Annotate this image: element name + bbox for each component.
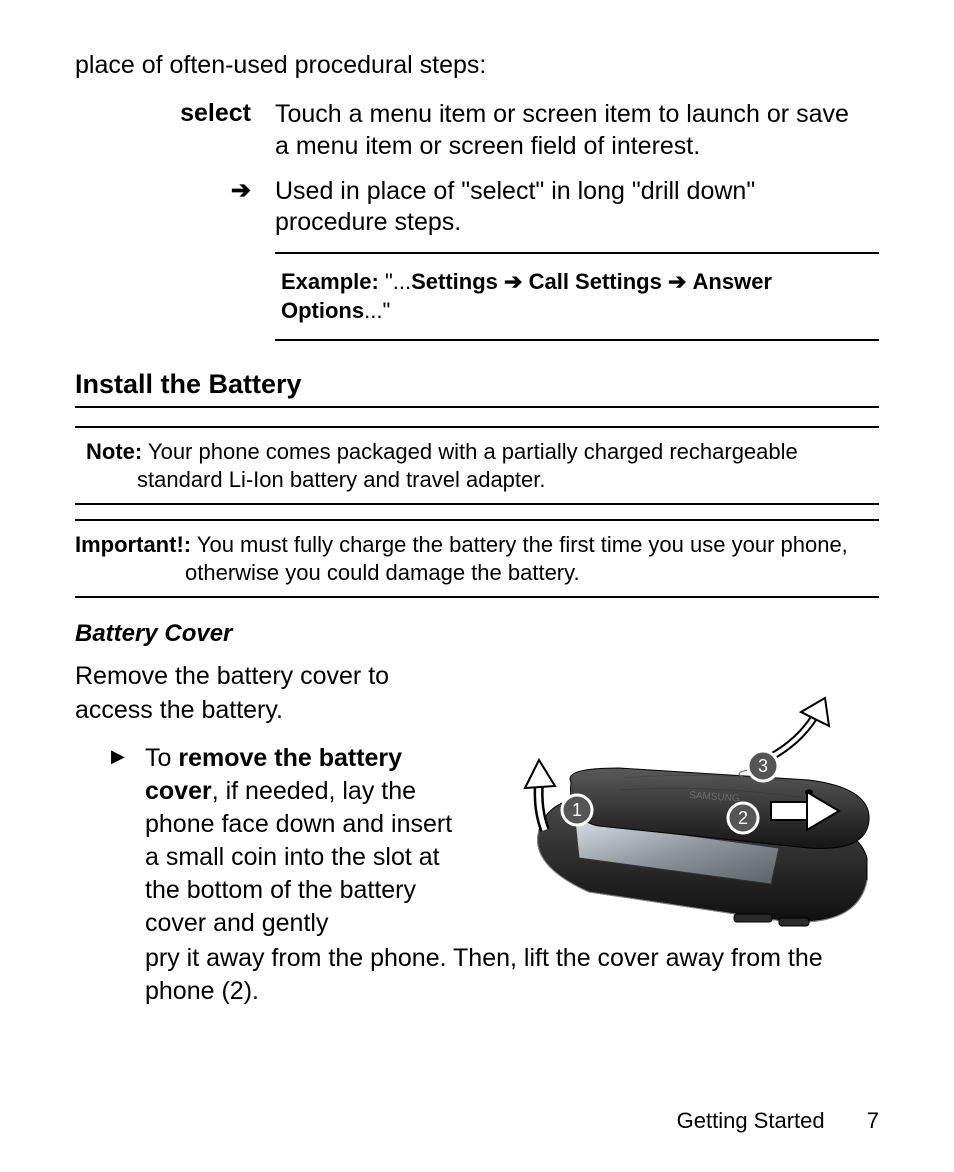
intro-text: place of often-used procedural steps: (75, 50, 879, 81)
bullet-lead: To (145, 744, 178, 772)
arrow-icon: ➔ (504, 269, 522, 294)
note-text: Your phone comes packaged with a partial… (137, 439, 798, 492)
illustration-label: 2 (738, 808, 748, 828)
bullet-marker-icon: ▶ (111, 742, 145, 767)
definition-description: Touch a menu item or screen item to laun… (275, 99, 869, 162)
page-footer: Getting Started 7 (677, 1108, 879, 1134)
important-text: You must fully charge the battery the fi… (185, 532, 848, 585)
important-label: Important!: (75, 532, 191, 557)
bullet-item: ▶ To remove the battery cover, if needed… (111, 742, 463, 940)
illustration-label: 3 (758, 756, 768, 776)
example-part: Settings (411, 269, 498, 294)
definitions-table: select Touch a menu item or screen item … (165, 99, 869, 238)
battery-cover-illustration: SAMSUNG (479, 670, 879, 930)
definition-term: select (165, 99, 275, 162)
bullet-continuation: pry it away from the phone. Then, lift t… (145, 942, 879, 1008)
definition-description: Used in place of "select" in long "drill… (275, 176, 869, 239)
note-callout: Note: Your phone comes packaged with a p… (75, 426, 879, 505)
subsection-heading: Battery Cover (75, 620, 879, 648)
arrow-icon: ➔ (668, 269, 686, 294)
example-part: Call Settings (529, 269, 662, 294)
note-label: Note: (86, 439, 142, 464)
example-label: Example: (281, 269, 379, 294)
curve-arrow-icon (769, 698, 829, 758)
bullet-text: To remove the battery cover, if needed, … (145, 742, 463, 940)
definition-term-arrow: ➔ (165, 176, 275, 239)
example-prefix: "... (379, 269, 411, 294)
illustration-label: 1 (572, 800, 582, 820)
important-callout: Important!: You must fully charge the ba… (75, 519, 879, 598)
definition-row: select Touch a menu item or screen item … (165, 99, 869, 162)
footer-section: Getting Started (677, 1108, 825, 1133)
example-callout: Example: "...Settings ➔ Call Settings ➔ … (275, 252, 879, 341)
definition-row: ➔ Used in place of "select" in long "dri… (165, 176, 869, 239)
example-suffix: ..." (364, 298, 390, 323)
footer-page-number: 7 (867, 1108, 879, 1134)
battery-cover-intro: Remove the battery cover to access the b… (75, 660, 463, 728)
section-heading: Install the Battery (75, 369, 879, 408)
